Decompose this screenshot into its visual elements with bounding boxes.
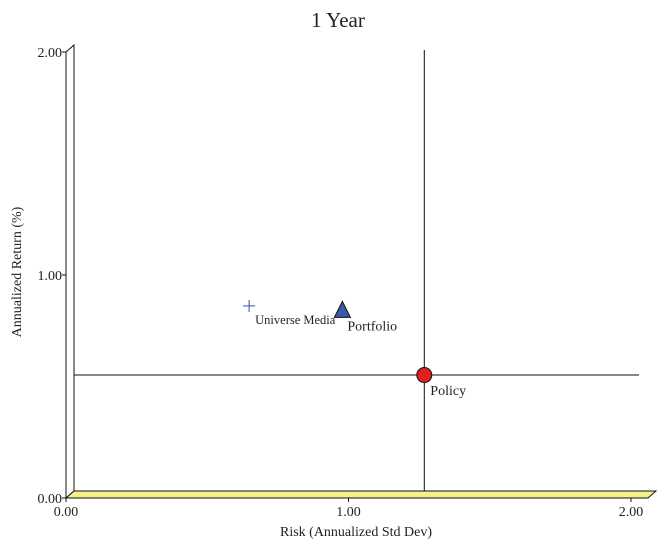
left-wall <box>65 43 75 500</box>
point-label-portfolio: Portfolio <box>347 319 397 334</box>
chart-floor <box>64 490 657 499</box>
y-tick-label: 2.00 <box>38 46 63 61</box>
point-universe-median <box>243 299 256 312</box>
chart-title: 1 Year <box>311 8 365 32</box>
x-tick-label: 1.00 <box>336 505 361 520</box>
y-tick-label: 1.00 <box>38 269 63 284</box>
y-tick-label: 0.00 <box>38 492 63 507</box>
x-tick-label: 0.00 <box>54 505 79 520</box>
point-label-policy: Policy <box>430 384 466 399</box>
x-axis-label: Risk (Annualized Std Dev) <box>280 525 432 540</box>
x-tick-label: 2.00 <box>619 505 644 520</box>
point-portfolio <box>333 300 352 318</box>
y-axis-label: Annualized Return (%) <box>10 206 25 337</box>
point-label-universe-median: Universe Media <box>255 313 336 327</box>
point-policy <box>416 367 433 384</box>
